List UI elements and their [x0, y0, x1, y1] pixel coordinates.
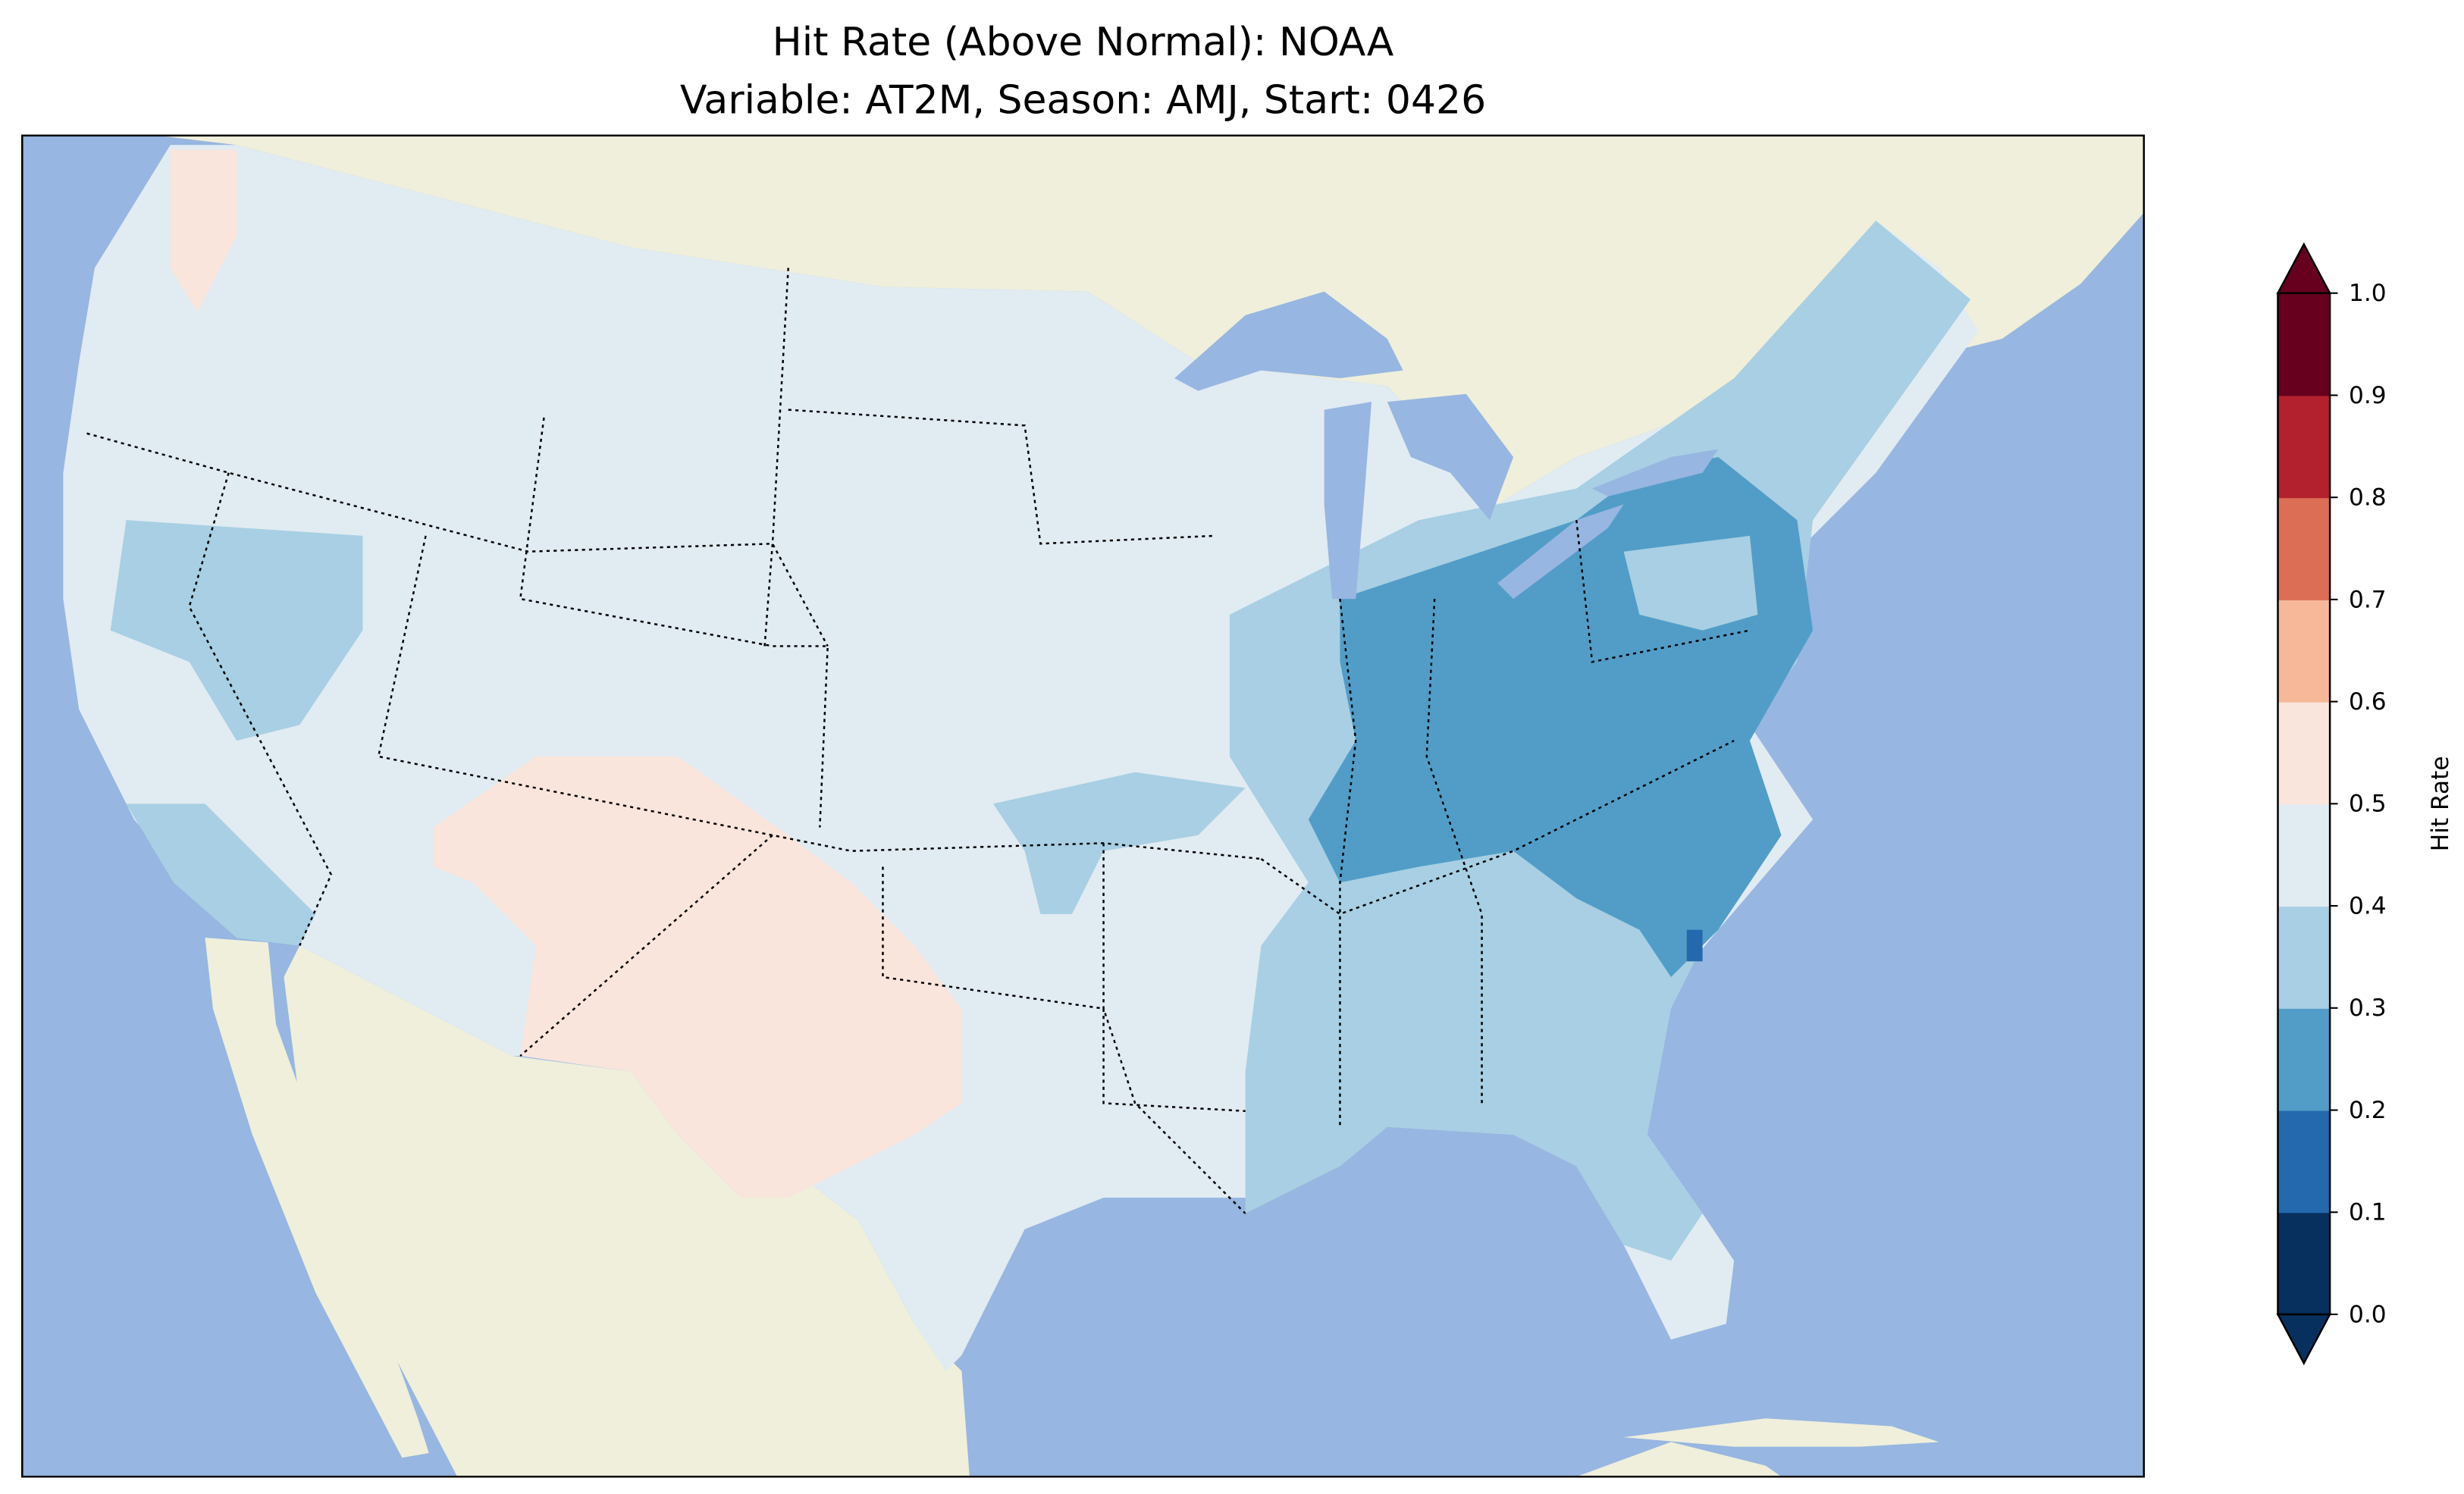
colorbar-bin-6 — [2277, 599, 2331, 703]
colorbar-extend-min — [2276, 1313, 2332, 1366]
region-plains-0.3-0.4 — [993, 772, 1246, 914]
colorbar-tick-label: 0.4 — [2349, 892, 2387, 919]
region-sc-coast-0.1-0.2 — [1686, 929, 1703, 962]
colorbar-tick-label: 0.6 — [2349, 688, 2387, 716]
colorbar-extend-max — [2276, 242, 2332, 294]
map — [22, 135, 2144, 1477]
colorbar-tick-label: 0.1 — [2349, 1199, 2387, 1226]
colorbar: 0.0 0.1 0.2 0.3 0.4 0.5 0.6 0.7 0.8 0.9 1.0 Hit Rat… — [2276, 242, 2454, 1366]
lake-ontario — [1592, 449, 1719, 496]
colorbar-bin-9 — [2277, 293, 2331, 396]
lake-huron — [1387, 393, 1514, 521]
colorbar-bin-0 — [2277, 1212, 2331, 1316]
colorbar-tick-label: 0.5 — [2349, 791, 2387, 818]
baja-peninsula — [205, 938, 429, 1458]
colorbar-tick-label: 0.7 — [2349, 586, 2387, 613]
colorbar-bin-2 — [2277, 1007, 2331, 1111]
mexico-land — [284, 945, 970, 1477]
colorbar-bin-5 — [2277, 701, 2331, 805]
region-nw-0.5-0.6 — [170, 149, 237, 312]
title-line-2: Variable: AT2M, Season: AMJ, Start: 0426 — [680, 78, 1486, 124]
canada-land — [158, 135, 2144, 505]
colorbar-bin-8 — [2277, 395, 2331, 499]
colorbar-bin-3 — [2277, 906, 2331, 1009]
colorbar-tick-label: 0.0 — [2349, 1301, 2387, 1328]
region-nevada-0.3-0.4 — [110, 520, 363, 741]
lake-erie — [1497, 504, 1624, 600]
region-pa-ny-0.3-0.4 — [1623, 535, 1758, 631]
region-sw-0.5-0.6 — [433, 756, 962, 1198]
lake-michigan — [1324, 402, 1372, 600]
colorbar-tick-label: 0.8 — [2349, 484, 2387, 512]
lake-superior — [1174, 291, 1403, 391]
title-line-1: Hit Rate (Above Normal): NOAA — [773, 20, 1394, 65]
great-lakes — [1174, 291, 1719, 600]
yucatan — [1576, 1442, 1782, 1477]
colorbar-tick-label: 0.2 — [2349, 1097, 2387, 1124]
colorbar-tick-label: 0.3 — [2349, 994, 2387, 1022]
colorbar-tick-label: 1.0 — [2349, 280, 2387, 307]
state-borders — [86, 268, 1751, 1214]
colorbar-label: Hit Rate — [2427, 756, 2454, 851]
map-frame — [21, 134, 2146, 1478]
region-socal-0.3-0.4 — [126, 803, 315, 946]
colorbar-bin-1 — [2277, 1110, 2331, 1214]
colorbar-bin-7 — [2277, 497, 2331, 600]
colorbar-bin-4 — [2277, 803, 2331, 907]
cuba — [1623, 1418, 1939, 1447]
colorbar-tick-label: 0.9 — [2349, 382, 2387, 409]
